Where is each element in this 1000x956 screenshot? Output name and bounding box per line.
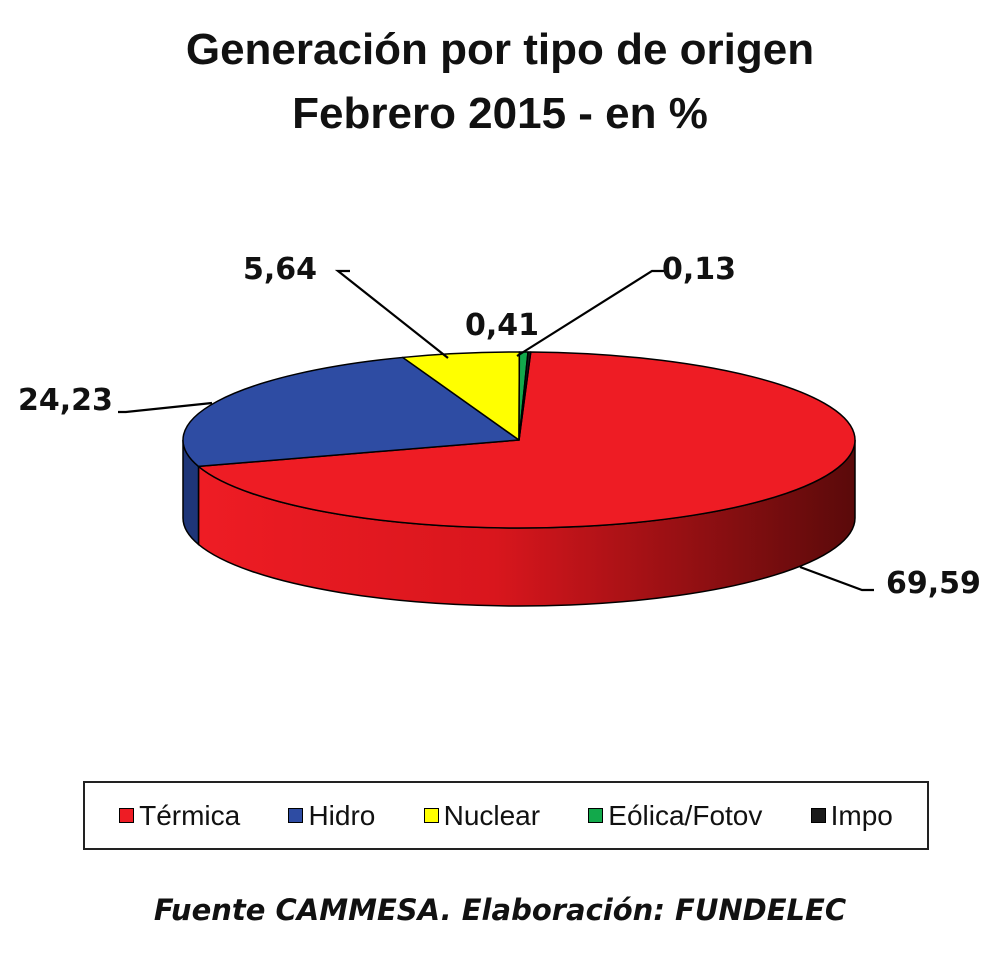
legend-label-1: Hidro	[308, 799, 376, 831]
legend-label-0: Térmica	[139, 799, 241, 831]
chart-subtitle: Febrero 2015 - en %	[292, 89, 708, 138]
legend-label-4: Impo	[830, 799, 893, 831]
pie-chart: 69,59 24,23 5,64 0,41 0,13	[18, 252, 981, 607]
legend-swatch-1	[288, 808, 304, 823]
pie-slice-4	[518, 351, 532, 441]
legend-item-4: Impo	[810, 799, 893, 832]
legend-item-0: Térmica	[119, 800, 240, 832]
chart-title: Generación por tipo de origen	[185, 25, 815, 74]
leader-line-0	[799, 565, 874, 592]
leader-line-1	[118, 401, 213, 414]
data-label-4: 0,13	[662, 252, 736, 287]
legend-swatch-2	[423, 808, 439, 823]
legend-swatch-3	[588, 808, 604, 823]
source-note: Fuente CAMMESA. Elaboración: FUNDELEC	[153, 893, 847, 927]
legend-label-3: Eólica/Fotov	[608, 799, 763, 831]
data-label-1: 24,23	[18, 383, 113, 418]
pie-slice-1	[182, 356, 520, 468]
data-label-3: 0,41	[465, 308, 539, 343]
data-label-2: 5,64	[243, 252, 317, 287]
legend-item-1: Hidro	[288, 800, 375, 832]
data-label-0: 69,59	[886, 566, 981, 601]
legend-label-2: Nuclear	[443, 799, 541, 831]
leader-line-4	[516, 269, 664, 357]
legend: Térmica Hidro Nuclear Eólica/Fotov Impo	[83, 781, 929, 850]
legend-item-3: Eólica/Fotov	[588, 800, 762, 832]
leader-line-2	[334, 269, 449, 359]
legend-item-2: Nuclear	[423, 799, 541, 832]
legend-swatch-4	[810, 808, 826, 823]
pie-slice-0	[197, 351, 856, 529]
legend-swatch-0	[119, 808, 135, 823]
